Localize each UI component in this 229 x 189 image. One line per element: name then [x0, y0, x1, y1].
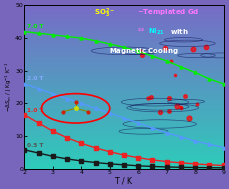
Text: 1.0 T: 1.0 T — [27, 108, 43, 113]
Text: 2.0 T: 2.0 T — [27, 76, 43, 81]
Text: 0.5 T: 0.5 T — [27, 143, 43, 148]
Text: $\mathit{\mathbf{Magnetic\ Cooling}}$: $\mathit{\mathbf{Magnetic\ Cooling}}$ — [109, 46, 179, 56]
X-axis label: T / K: T / K — [115, 177, 132, 186]
Text: $\mathbf{-Templated\ Gd}$: $\mathbf{-Templated\ Gd}$ — [137, 7, 199, 17]
Text: $\mathbf{with}$: $\mathbf{with}$ — [170, 27, 188, 36]
Text: 7.0 T: 7.0 T — [27, 24, 43, 29]
Y-axis label: $-\Delta S_m$ / J Kg$^{-1}$ K$^{-1}$: $-\Delta S_m$ / J Kg$^{-1}$ K$^{-1}$ — [3, 62, 14, 112]
Text: $\mathbf{_{22}}$: $\mathbf{_{22}}$ — [137, 27, 145, 34]
Text: $\mathbf{Ni_{21}}$: $\mathbf{Ni_{21}}$ — [148, 27, 165, 37]
Text: $\mathbf{SO_3^{2-}}$: $\mathbf{SO_3^{2-}}$ — [94, 7, 115, 20]
